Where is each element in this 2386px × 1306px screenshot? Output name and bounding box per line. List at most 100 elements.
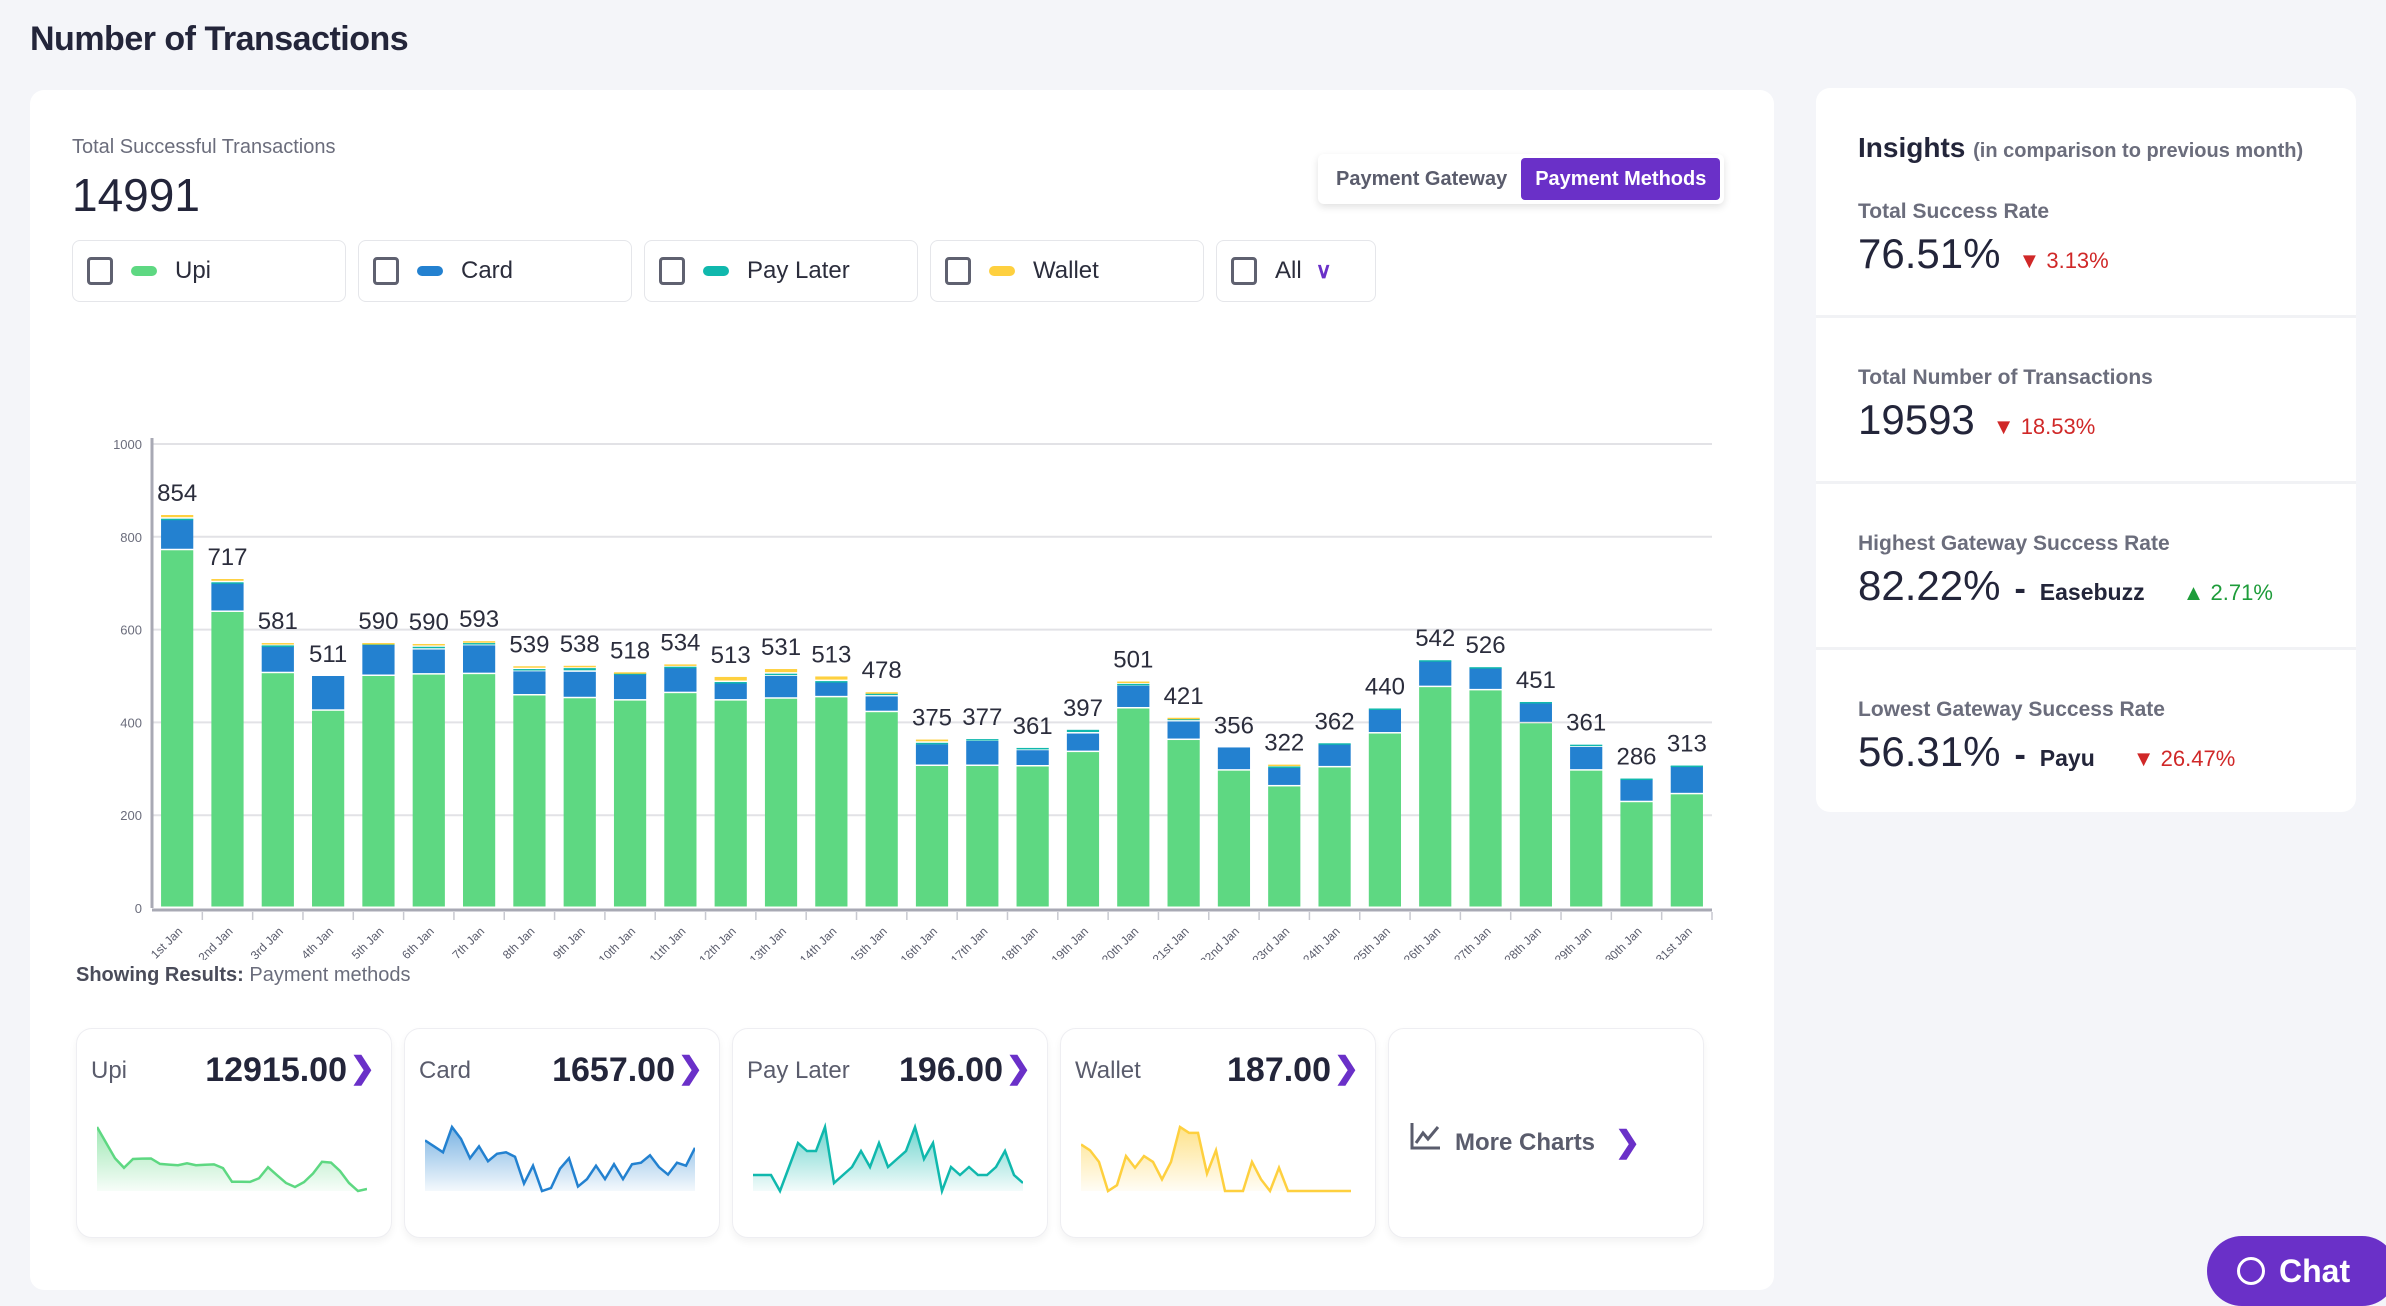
view-toggle: Payment Gateway Payment Methods: [1318, 154, 1725, 204]
data-label: 590: [358, 608, 398, 635]
bar-card: [1217, 747, 1251, 770]
insight-value: 56.31%: [1858, 728, 2001, 775]
method-value: 187.00: [1227, 1051, 1331, 1089]
x-tick-label: 25th Jan: [1351, 924, 1393, 960]
legend-swatch-card: [417, 266, 443, 276]
x-tick-label: 6th Jan: [399, 924, 437, 960]
method-name: Card: [419, 1057, 472, 1084]
chat-button[interactable]: Chat: [2207, 1236, 2386, 1306]
bar-upi: [1670, 794, 1703, 907]
filter-pay-later[interactable]: Pay Later: [644, 240, 918, 302]
insight-value: 76.51%: [1858, 230, 2001, 277]
x-tick-label: 11th Jan: [647, 924, 689, 960]
y-tick-label: 600: [120, 623, 142, 638]
filter-upi[interactable]: Upi: [72, 240, 346, 302]
bar-upi: [613, 700, 647, 907]
chevron-right-icon[interactable]: ❯: [1005, 1052, 1031, 1085]
insight-change: ▼ 18.53%: [1992, 414, 2096, 439]
bar-pay-later: [815, 681, 848, 683]
bar-pay-later: [462, 643, 496, 645]
gateway-name: Easebuzz: [2039, 579, 2145, 605]
x-tick-label: 1st Jan: [148, 924, 185, 960]
bar-upi: [211, 611, 244, 907]
sparkline-area: [753, 1127, 1023, 1191]
chevron-right-icon[interactable]: ❯: [1615, 1126, 1641, 1159]
bar-pay-later: [261, 645, 294, 647]
data-label: 313: [1667, 731, 1707, 758]
bar-pay-later: [1419, 660, 1452, 662]
line-chart-icon: [1410, 1123, 1440, 1150]
filter-all[interactable]: All ∨: [1216, 240, 1376, 302]
bar-pay-later: [1117, 683, 1150, 686]
insight-change: ▲ 2.71%: [2182, 580, 2273, 605]
data-label: 511: [309, 641, 347, 668]
chevron-down-icon[interactable]: ∨: [1315, 258, 1332, 283]
bar-upi: [1318, 767, 1351, 907]
bar-card: [1368, 709, 1402, 733]
bar-wallet: [764, 669, 798, 673]
checkbox[interactable]: [87, 257, 113, 285]
method-card-upi[interactable]: Upi 12915.00 ❯: [76, 1028, 392, 1238]
bar-pay-later: [1469, 667, 1502, 669]
insights-title: Insights (in comparison to previous mont…: [1858, 132, 2303, 164]
bar-wallet: [462, 641, 496, 643]
data-label: 539: [509, 631, 549, 658]
filter-wallet[interactable]: Wallet: [930, 240, 1204, 302]
bar-upi: [1217, 770, 1251, 907]
bar-pay-later: [664, 666, 697, 669]
filter-card[interactable]: Card: [358, 240, 632, 302]
filter-label: All: [1275, 257, 1302, 284]
data-label: 531: [761, 634, 801, 661]
x-tick-label: 12th Jan: [696, 924, 738, 960]
bar-card: [966, 740, 999, 765]
sparkline-pay-later: [753, 1122, 1023, 1196]
method-card-wallet[interactable]: Wallet 187.00 ❯: [1060, 1028, 1376, 1238]
bar-card: [1268, 767, 1301, 785]
method-value: 12915.00: [205, 1051, 347, 1089]
gateway-name: Payu: [2039, 745, 2095, 771]
toggle-payment-methods[interactable]: Payment Methods: [1521, 158, 1721, 200]
bar-upi: [1117, 708, 1150, 907]
bar-pay-later: [161, 518, 194, 521]
x-tick-label: 3rd Jan: [248, 924, 286, 960]
data-label: 542: [1415, 625, 1455, 652]
bar-upi: [1016, 766, 1049, 907]
chevron-right-icon[interactable]: ❯: [1333, 1052, 1359, 1085]
chevron-right-icon[interactable]: ❯: [677, 1052, 703, 1085]
bar-upi: [1066, 752, 1100, 907]
bar-pay-later: [211, 582, 244, 584]
checkbox[interactable]: [1231, 257, 1257, 285]
chevron-right-icon[interactable]: ❯: [349, 1052, 375, 1085]
data-label: 534: [660, 629, 700, 656]
x-tick-label: 8th Jan: [500, 924, 538, 960]
toggle-payment-gateway[interactable]: Payment Gateway: [1336, 167, 1508, 190]
x-tick-label: 30th Jan: [1602, 924, 1644, 960]
checkbox[interactable]: [659, 257, 685, 285]
x-tick-label: 20th Jan: [1099, 924, 1141, 960]
method-card-card[interactable]: Card 1657.00 ❯: [404, 1028, 720, 1238]
checkbox[interactable]: [373, 257, 399, 285]
bar-wallet: [513, 666, 546, 668]
showing-label: Showing Results:: [76, 964, 244, 986]
sparkline-line: [97, 1126, 367, 1193]
more-charts-card[interactable]: More Charts ❯: [1388, 1028, 1704, 1238]
legend-swatch-pay-later: [703, 266, 729, 276]
bar-upi: [764, 698, 798, 907]
data-label: 286: [1616, 744, 1656, 771]
bar-pay-later: [1570, 744, 1603, 747]
bar-pay-later: [714, 682, 747, 684]
bar-card: [211, 583, 244, 611]
insight-change: ▼ 26.47%: [2132, 746, 2236, 771]
sparkline-card: [425, 1124, 695, 1193]
bar-upi: [714, 700, 747, 907]
checkbox[interactable]: [945, 257, 971, 285]
filter-chips: Upi Card Pay Later Wallet All ∨: [72, 240, 1376, 302]
x-tick-label: 5th Jan: [349, 924, 387, 960]
x-tick-label: 14th Jan: [797, 924, 839, 960]
sparkline-line: [753, 1122, 1023, 1196]
bar-pay-later: [1167, 718, 1200, 721]
method-card-pay-later[interactable]: Pay Later 196.00 ❯: [732, 1028, 1048, 1238]
x-tick-label: 18th Jan: [998, 924, 1040, 960]
bar-pay-later: [915, 742, 949, 745]
data-label: 538: [560, 631, 600, 658]
